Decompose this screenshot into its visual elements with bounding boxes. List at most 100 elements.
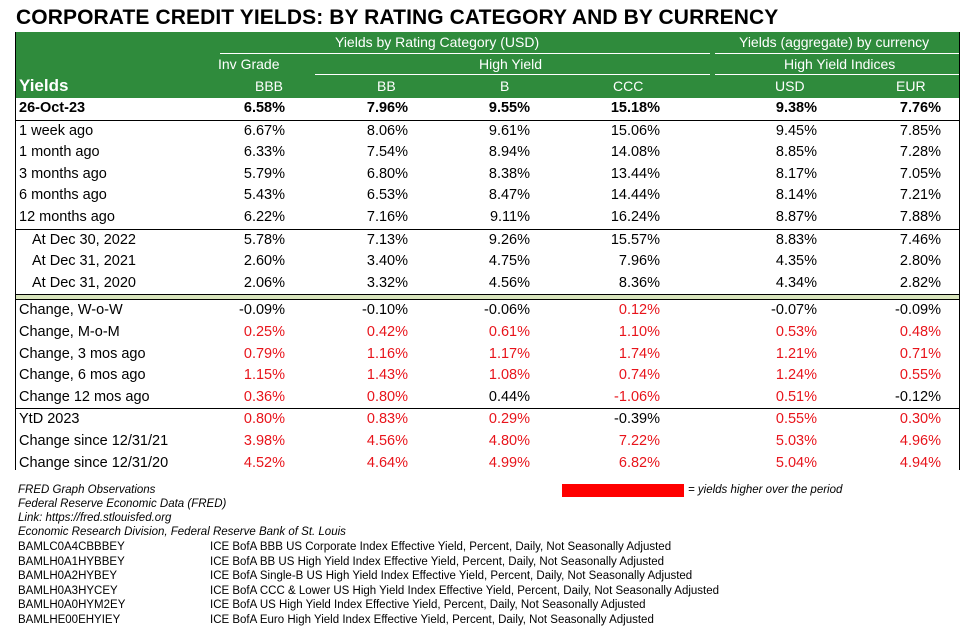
table-row: Change, W-o-W -0.09% -0.10% -0.06% 0.12% -0.0… bbox=[15, 300, 960, 322]
cell-value: 7.22% bbox=[618, 432, 660, 449]
table-row: 1 month ago 6.33% 7.54% 8.94% 14.08% 8.85% 7.2… bbox=[15, 142, 960, 164]
cell-value: 0.12% bbox=[618, 302, 660, 319]
table-row: 1 week ago 6.67% 8.06% 9.61% 15.06% 9.45% 7.85… bbox=[15, 121, 960, 143]
cell-value: 1.16% bbox=[366, 345, 408, 362]
table-row: Change since 12/31/21 3.98% 4.56% 4.80% 7.22… bbox=[15, 431, 960, 453]
section-separator bbox=[15, 294, 960, 301]
row-label: 26-Oct-23 bbox=[19, 100, 86, 116]
cell-value: 0.42% bbox=[366, 323, 408, 340]
inv-grade-header: Inv Grade bbox=[218, 56, 280, 72]
cell-value: 8.06% bbox=[366, 122, 408, 139]
table-left-border bbox=[15, 32, 16, 470]
row-label: Change, W-o-W bbox=[19, 302, 123, 319]
table-row: 26-Oct-23 6.58% 7.96% 9.55% 15.18% 9.38% 7.76% bbox=[15, 98, 960, 121]
cell-value: 1.17% bbox=[488, 345, 530, 362]
cell-value: 9.26% bbox=[488, 231, 530, 248]
cell-value: 0.25% bbox=[243, 323, 285, 340]
cell-value: 8.94% bbox=[488, 144, 530, 161]
cell-value: 0.80% bbox=[366, 388, 408, 405]
cell-value: 9.11% bbox=[489, 208, 530, 225]
row-label: Change, 6 mos ago bbox=[19, 367, 146, 384]
cell-value: -0.39% bbox=[614, 411, 660, 428]
cell-value: 2.82% bbox=[899, 274, 941, 291]
cell-value: 0.30% bbox=[899, 411, 941, 428]
cell-value: 15.06% bbox=[610, 122, 660, 139]
row-label: Change since 12/31/21 bbox=[19, 432, 169, 449]
cell-value: 2.60% bbox=[243, 253, 285, 270]
cell-value: 9.45% bbox=[775, 122, 817, 139]
cell-value: 4.64% bbox=[366, 454, 408, 471]
yields-table: Yields by Rating Category (USD) Yields (… bbox=[15, 32, 960, 474]
cell-value: -0.09% bbox=[239, 302, 285, 319]
cell-value: -0.06% bbox=[484, 302, 530, 319]
cell-value: 5.43% bbox=[243, 187, 285, 204]
cell-value: 4.75% bbox=[488, 253, 530, 270]
row-label: 1 month ago bbox=[19, 144, 100, 161]
table-body: 26-Oct-23 6.58% 7.96% 9.55% 15.18% 9.38% 7.76%… bbox=[15, 98, 960, 474]
table-row: Change, M-o-M 0.25% 0.42% 0.61% 1.10% 0.53% 0.… bbox=[15, 322, 960, 344]
series-description: ICE BofA US High Yield Index Effective Y… bbox=[210, 599, 646, 612]
source-line: FRED Graph Observations bbox=[18, 484, 156, 496]
cell-value: 7.21% bbox=[899, 187, 941, 204]
header-rule-hyi bbox=[715, 74, 960, 75]
cell-value: 1.10% bbox=[618, 323, 660, 340]
series-code: BAMLH0A1HYBBEY bbox=[18, 555, 125, 568]
cell-value: 6.80% bbox=[366, 165, 408, 182]
cell-value: 8.17% bbox=[775, 165, 817, 182]
row-label: Change, M-o-M bbox=[19, 323, 120, 340]
source-line: Link: https://fred.stlouisfed.org bbox=[18, 512, 172, 524]
cell-value: 8.38% bbox=[488, 165, 530, 182]
header-rule-ccy bbox=[715, 53, 960, 54]
series-description: ICE BofA BBB US Corporate Index Effectiv… bbox=[210, 541, 672, 553]
series-description: ICE BofA Single-B US High Yield Index Ef… bbox=[210, 570, 693, 583]
page-title: CORPORATE CREDIT YIELDS: BY RATING CATEG… bbox=[16, 6, 779, 29]
row-label: Change 12 mos ago bbox=[19, 388, 150, 405]
cell-value: 0.48% bbox=[899, 323, 941, 340]
table-row: 6 months ago 5.43% 6.53% 8.47% 14.44% 8.14% 7.… bbox=[15, 185, 960, 207]
cell-value: 4.56% bbox=[488, 274, 530, 291]
series-description: ICE BofA CCC & Lower US High Yield Index… bbox=[210, 584, 720, 597]
cell-value: 7.96% bbox=[618, 253, 660, 270]
cell-value: 1.08% bbox=[488, 367, 530, 384]
cell-value: 14.44% bbox=[610, 187, 660, 204]
row-label: Change, 3 mos ago bbox=[19, 345, 146, 362]
table-row: At Dec 31, 2021 2.60% 3.40% 4.75% 7.96% 4.35%… bbox=[15, 251, 960, 273]
cell-value: 1.21% bbox=[775, 345, 817, 362]
cell-value: 15.57% bbox=[610, 231, 660, 248]
cell-value: 0.74% bbox=[618, 367, 660, 384]
table-row: At Dec 31, 2020 2.06% 3.32% 4.56% 8.36% 4.34%… bbox=[15, 273, 960, 295]
cell-value: 13.44% bbox=[610, 165, 660, 182]
cell-value: -0.09% bbox=[895, 302, 941, 319]
source-line: Economic Research Division, Federal Rese… bbox=[18, 526, 346, 538]
row-label: Change since 12/31/20 bbox=[19, 454, 169, 471]
cell-value: 0.44% bbox=[488, 388, 530, 405]
cell-value: 4.94% bbox=[899, 454, 941, 471]
row-label-header: Yields bbox=[19, 76, 69, 95]
series-description: ICE BofA BB US High Yield Index Effectiv… bbox=[210, 555, 665, 568]
cell-value: 0.51% bbox=[775, 388, 817, 405]
cell-value: 0.83% bbox=[366, 411, 408, 428]
table-header: Yields by Rating Category (USD) Yields (… bbox=[15, 32, 960, 98]
cell-value: 1.24% bbox=[775, 367, 817, 384]
row-label: 12 months ago bbox=[19, 208, 115, 225]
cell-value: -0.10% bbox=[362, 302, 408, 319]
cell-value: 3.32% bbox=[366, 274, 408, 291]
cell-value: 8.87% bbox=[775, 208, 817, 225]
cell-value: 4.56% bbox=[366, 432, 408, 449]
cell-value: 0.71% bbox=[899, 345, 941, 362]
cell-value: 4.80% bbox=[488, 432, 530, 449]
cell-value: 7.16% bbox=[366, 208, 408, 225]
cell-value: 7.05% bbox=[899, 165, 941, 182]
cell-value: 4.34% bbox=[775, 274, 817, 291]
cell-value: 6.67% bbox=[243, 122, 285, 139]
cell-value: 7.96% bbox=[366, 100, 408, 116]
cell-value: 0.79% bbox=[243, 345, 285, 362]
cell-value: 0.61% bbox=[488, 323, 530, 340]
cell-value: 4.52% bbox=[243, 454, 285, 471]
cell-value: 4.96% bbox=[899, 432, 941, 449]
cell-value: 16.24% bbox=[610, 208, 660, 225]
cell-value: 9.61% bbox=[488, 122, 530, 139]
cell-value: -0.12% bbox=[895, 388, 941, 405]
cell-value: 3.98% bbox=[243, 432, 285, 449]
cell-value: 8.14% bbox=[775, 187, 817, 204]
